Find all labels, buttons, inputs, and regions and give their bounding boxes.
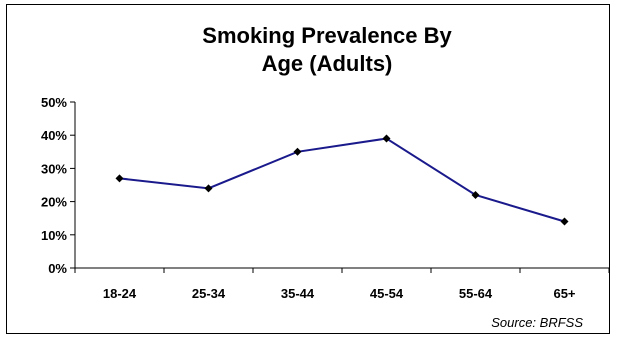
data-point (115, 174, 124, 183)
x-tick-label: 55-64 (459, 286, 493, 301)
x-tick-label: 45-54 (370, 286, 404, 301)
data-point (560, 217, 569, 226)
line-chart: Smoking Prevalence By Age (Adults) 0% 10%… (41, 23, 610, 330)
chart-frame: Smoking Prevalence By Age (Adults) 0% 10%… (6, 4, 610, 334)
x-tick-label: 18-24 (103, 286, 137, 301)
y-axis-ticks: 0% 10% 20% 30% 40% 50% (41, 95, 75, 276)
source-note: Source: BRFSS (491, 315, 583, 330)
y-tick-label: 0% (48, 261, 67, 276)
chart-title-line-1: Smoking Prevalence By (202, 23, 452, 48)
data-point (382, 134, 391, 143)
y-tick-label: 30% (41, 161, 67, 176)
x-tick-label: 35-44 (281, 286, 315, 301)
y-tick-label: 50% (41, 95, 67, 110)
x-tick-label: 25-34 (192, 286, 226, 301)
data-point (293, 147, 302, 156)
chart-title-line-2: Age (Adults) (262, 51, 393, 76)
x-axis-ticks: 18-24 25-34 35-44 45-54 55-64 65+ (74, 268, 610, 301)
data-point (204, 184, 213, 193)
x-tick-label: 65+ (553, 286, 575, 301)
series-group (115, 134, 569, 226)
series-line (119, 137, 565, 223)
y-tick-label: 20% (41, 195, 67, 210)
y-tick-label: 40% (41, 128, 67, 143)
chart-axes (74, 102, 609, 269)
y-tick-label: 10% (41, 228, 67, 243)
data-point (471, 190, 480, 199)
